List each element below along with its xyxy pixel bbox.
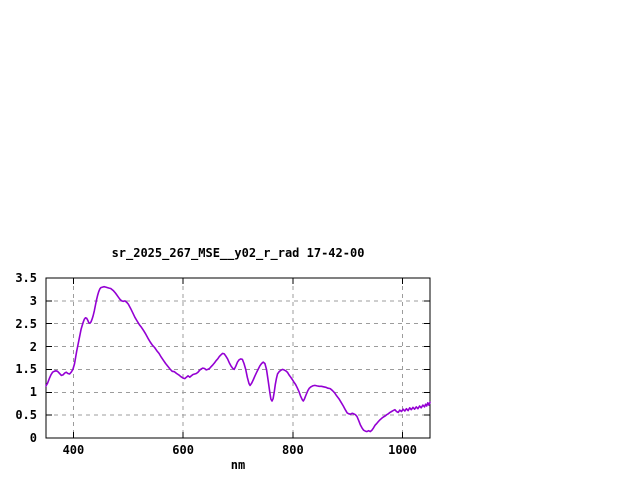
x-tick-label: 1000 (388, 443, 418, 457)
x-tick-label: 600 (172, 443, 194, 457)
plot-border (45, 277, 431, 439)
y-tick-label: 1.5 (15, 362, 37, 377)
series-line (45, 285, 431, 433)
y-tick-label: 3.5 (15, 271, 37, 285)
chart-title: sr_2025_267_MSE__y02_r_rad 17-42-00 (111, 246, 365, 260)
y-tick-label: 2 (29, 339, 37, 354)
y-tick-label: 2.5 (15, 316, 37, 331)
x-tick-label: 400 (62, 443, 85, 457)
x-tick-label: 800 (282, 443, 304, 457)
x-axis-label: nm (230, 458, 246, 472)
y-tick-label: 0.5 (15, 408, 37, 423)
y-tick-label: 0 (29, 431, 37, 445)
y-tick-label: 1 (29, 385, 37, 400)
y-tick-label: 3 (29, 293, 37, 308)
